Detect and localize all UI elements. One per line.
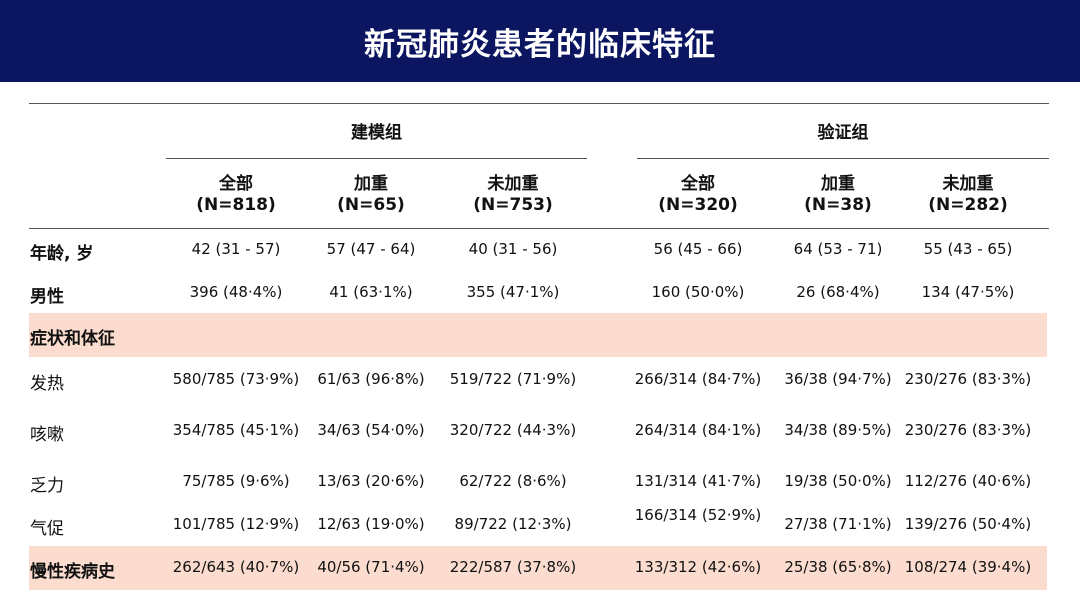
table-cell: 266/314 (84·7%) — [634, 370, 762, 388]
column-header-count: (N=320) — [658, 195, 738, 215]
table-cell: 89/722 (12·3%) — [454, 515, 572, 533]
table-top-rule — [29, 103, 1049, 104]
group-header-modeling: 建模组 — [351, 123, 402, 143]
table-cell: 34/63 (54·0%) — [317, 421, 425, 439]
table-cell: 396 (48·4%) — [189, 283, 283, 301]
row-label: 年龄, 岁 — [30, 244, 94, 264]
table-cell: 320/722 (44·3%) — [449, 421, 577, 439]
section-band — [29, 313, 1047, 357]
column-header: 未加重 (N=282) — [893, 174, 1043, 216]
table-cell: 40/56 (71·4%) — [317, 558, 425, 576]
table-cell: 580/785 (73·9%) — [172, 370, 300, 388]
group-underline-modeling — [166, 158, 587, 159]
table-cell: 134 (47·5%) — [921, 283, 1015, 301]
table-cell: 230/276 (83·3%) — [904, 421, 1032, 439]
table-cell: 264/314 (84·1%) — [634, 421, 762, 439]
column-header-count: (N=818) — [196, 195, 276, 215]
table-cell: 40 (31 - 56) — [468, 240, 558, 258]
page-title: 新冠肺炎患者的临床特征 — [364, 26, 716, 63]
column-header-name: 加重 — [821, 174, 855, 194]
table-cell: 55 (43 - 65) — [923, 240, 1013, 258]
table-cell: 519/722 (71·9%) — [449, 370, 577, 388]
table-cell: 230/276 (83·3%) — [904, 370, 1032, 388]
row-label: 症状和体征 — [30, 329, 115, 349]
table-cell: 41 (63·1%) — [329, 283, 413, 301]
table-cell: 34/38 (89·5%) — [784, 421, 892, 439]
column-header-count: (N=38) — [804, 195, 872, 215]
table-cell: 36/38 (94·7%) — [784, 370, 892, 388]
column-header-name: 全部 — [681, 174, 715, 194]
row-label: 慢性疾病史 — [30, 562, 115, 582]
table-cell: 42 (31 - 57) — [191, 240, 281, 258]
table-cell: 131/314 (41·7%) — [634, 472, 762, 490]
section-band — [29, 546, 1047, 590]
column-header: 未加重 (N=753) — [438, 174, 588, 216]
column-header-name: 全部 — [219, 174, 253, 194]
row-label: 乏力 — [30, 476, 64, 496]
table-cell: 56 (45 - 66) — [653, 240, 743, 258]
table-cell: 354/785 (45·1%) — [172, 421, 300, 439]
column-header: 加重 (N=38) — [778, 174, 898, 216]
column-header-count: (N=65) — [337, 195, 405, 215]
table-cell: 64 (53 - 71) — [793, 240, 883, 258]
column-header-name: 未加重 — [942, 174, 994, 194]
table-cell: 57 (47 - 64) — [326, 240, 416, 258]
table-cell: 13/63 (20·6%) — [317, 472, 425, 490]
column-header-count: (N=753) — [473, 195, 553, 215]
title-banner: 新冠肺炎患者的临床特征 — [0, 0, 1080, 82]
table-cell: 160 (50·0%) — [651, 283, 745, 301]
column-header-name: 未加重 — [487, 174, 539, 194]
header-bottom-rule — [29, 228, 1049, 229]
table-cell: 222/587 (37·8%) — [449, 558, 577, 576]
table-cell: 61/63 (96·8%) — [317, 370, 425, 388]
table-cell: 101/785 (12·9%) — [172, 515, 300, 533]
column-header-count: (N=282) — [928, 195, 1008, 215]
table-cell: 62/722 (8·6%) — [459, 472, 567, 490]
group-header-validation: 验证组 — [817, 123, 869, 143]
table-cell: 139/276 (50·4%) — [904, 515, 1032, 533]
column-header: 全部 (N=320) — [623, 174, 773, 216]
table-cell: 26 (68·4%) — [796, 283, 880, 301]
table-cell: 355 (47·1%) — [466, 283, 560, 301]
table-cell: 166/314 (52·9%) — [634, 506, 762, 524]
row-label: 咳嗽 — [30, 425, 64, 445]
table-cell: 262/643 (40·7%) — [172, 558, 300, 576]
table-cell: 133/312 (42·6%) — [634, 558, 762, 576]
column-header-name: 加重 — [354, 174, 388, 194]
table-cell: 19/38 (50·0%) — [784, 472, 892, 490]
table-cell: 108/274 (39·4%) — [904, 558, 1032, 576]
table-cell: 12/63 (19·0%) — [317, 515, 425, 533]
table-cell: 25/38 (65·8%) — [784, 558, 892, 576]
row-label: 发热 — [30, 374, 64, 394]
column-header: 加重 (N=65) — [311, 174, 431, 216]
table-cell: 27/38 (71·1%) — [784, 515, 892, 533]
table-cell: 112/276 (40·6%) — [904, 472, 1032, 490]
group-underline-validation — [637, 158, 1049, 159]
row-label: 气促 — [30, 519, 64, 539]
table-cell: 75/785 (9·6%) — [182, 472, 290, 490]
column-header: 全部 (N=818) — [161, 174, 311, 216]
row-label: 男性 — [30, 287, 64, 307]
